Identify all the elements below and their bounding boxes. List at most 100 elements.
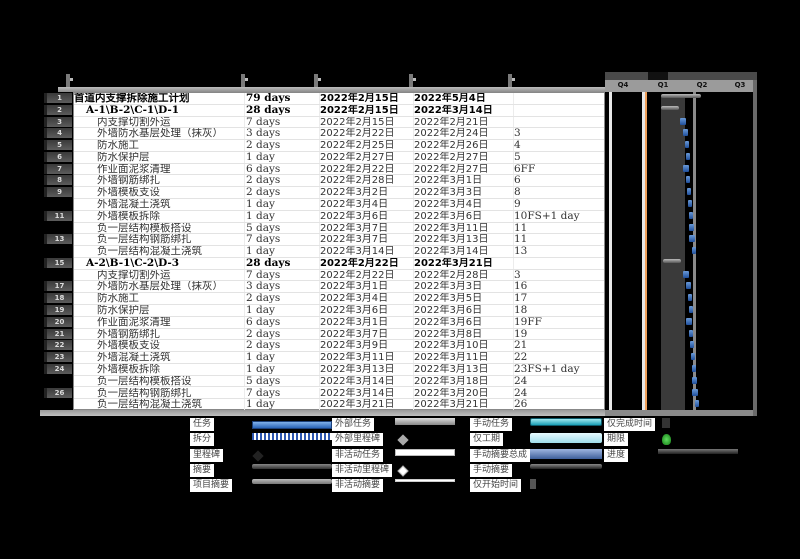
task-finish[interactable]: 2022年3月21日	[413, 257, 513, 269]
task-predecessors[interactable]: 3	[513, 269, 604, 281]
task-name[interactable]: 外墙混凝土浇筑	[97, 352, 171, 363]
task-finish[interactable]: 2022年2月27日	[413, 151, 513, 163]
task-predecessors[interactable]: 24	[513, 387, 604, 399]
task-row[interactable]: 外墙钢筋绑扎 2 days 2022年3月7日 2022年3月8日 19	[74, 328, 604, 341]
task-start[interactable]: 2022年2月22日	[319, 257, 413, 269]
task-start[interactable]: 2022年3月14日	[319, 387, 413, 399]
task-name[interactable]: 负一层结构钢筋绑扎	[97, 234, 192, 246]
task-row[interactable]: 外墙模板拆除 1 day 2022年3月6日 2022年3月6日 10FS+1 day	[74, 210, 604, 223]
task-start[interactable]: 2022年3月13日	[319, 363, 413, 375]
task-duration[interactable]: 5 days	[244, 222, 317, 234]
task-duration[interactable]: 1 day	[244, 352, 317, 363]
task-duration[interactable]: 3 days	[244, 128, 317, 140]
gantt-scrollbar[interactable]	[605, 410, 757, 416]
summary-bar[interactable]	[661, 106, 679, 110]
task-bar[interactable]	[683, 164, 689, 172]
task-name[interactable]: 内支撑切割外运	[97, 269, 171, 281]
task-name[interactable]: 作业面泥浆清理	[97, 163, 171, 175]
task-start[interactable]: 2022年3月7日	[319, 328, 413, 340]
task-finish[interactable]: 2022年3月8日	[413, 328, 513, 340]
task-start[interactable]: 2022年2月15日	[319, 116, 413, 128]
task-duration[interactable]: 6 days	[244, 163, 317, 175]
task-row[interactable]: 负一层结构混凝土浇筑 1 day 2022年3月14日 2022年3月14日 13	[74, 246, 604, 258]
task-row[interactable]: 负一层结构钢筋绑扎 7 days 2022年3月7日 2022年3月13日 11	[74, 234, 604, 247]
task-name[interactable]: 外墙防水基层处理（抹灰）	[97, 281, 223, 293]
task-finish[interactable]: 2022年3月20日	[413, 387, 513, 399]
task-bar[interactable]	[687, 294, 692, 302]
task-name[interactable]: 外墙模板拆除	[97, 210, 160, 222]
task-name[interactable]: A-2\B-1\C-2\D-3	[86, 257, 180, 269]
row-number[interactable]: 26	[44, 387, 72, 398]
task-duration[interactable]: 3 days	[244, 281, 317, 293]
row-number[interactable]: 5	[44, 140, 72, 151]
task-duration[interactable]: 1 day	[244, 246, 317, 257]
task-row[interactable]: 负一层结构模板搭设 5 days 2022年3月14日 2022年3月18日 24	[74, 375, 604, 388]
task-predecessors[interactable]: 6FF	[513, 163, 604, 175]
task-duration[interactable]: 1 day	[244, 199, 317, 210]
project-summary-bar[interactable]	[661, 94, 701, 98]
task-predecessors[interactable]: 11	[513, 234, 604, 246]
task-start[interactable]: 2022年3月14日	[319, 246, 413, 257]
row-number[interactable]	[44, 246, 72, 257]
task-bar[interactable]	[691, 364, 696, 372]
task-finish[interactable]: 2022年3月13日	[413, 363, 513, 375]
row-number[interactable]: 1	[44, 93, 72, 103]
task-predecessors[interactable]	[513, 93, 604, 104]
task-start[interactable]: 2022年3月6日	[319, 305, 413, 316]
row-number[interactable]: 15	[44, 257, 72, 268]
task-row[interactable]: 作业面泥浆清理 6 days 2022年2月22日 2022年2月27日 6FF	[74, 163, 604, 176]
row-number[interactable]: 18	[44, 293, 72, 304]
task-finish[interactable]: 2022年3月11日	[413, 352, 513, 363]
task-bar[interactable]	[688, 211, 693, 219]
task-duration[interactable]: 2 days	[244, 340, 317, 352]
row-number[interactable]: 17	[44, 281, 72, 292]
row-number[interactable]	[44, 222, 72, 233]
row-number[interactable]: 11	[44, 210, 72, 221]
column-header-duration[interactable]	[241, 74, 248, 88]
task-finish[interactable]: 2022年3月13日	[413, 234, 513, 246]
task-name[interactable]: 首道内支撑拆除施工计划	[74, 93, 190, 104]
task-start[interactable]: 2022年3月14日	[319, 375, 413, 387]
task-finish[interactable]: 2022年2月26日	[413, 140, 513, 151]
task-start[interactable]: 2022年2月28日	[319, 175, 413, 187]
task-duration[interactable]: 1 day	[244, 151, 317, 163]
task-name[interactable]: 防水保护层	[97, 305, 150, 316]
row-number[interactable]: 2	[44, 104, 72, 115]
task-predecessors[interactable]	[513, 257, 604, 269]
task-row[interactable]: 外墙混凝土浇筑 1 day 2022年3月4日 2022年3月4日 9	[74, 199, 604, 211]
task-duration[interactable]: 7 days	[244, 387, 317, 399]
row-number[interactable]: 7	[44, 163, 72, 174]
task-bar[interactable]	[686, 282, 691, 290]
task-finish[interactable]: 2022年2月28日	[413, 269, 513, 281]
task-bar[interactable]	[692, 247, 696, 255]
task-name[interactable]: 负一层结构钢筋绑扎	[97, 387, 192, 399]
task-bar[interactable]	[684, 141, 689, 149]
row-number[interactable]: 19	[44, 305, 72, 316]
task-duration[interactable]: 2 days	[244, 140, 317, 151]
task-finish[interactable]: 2022年3月14日	[413, 104, 513, 116]
row-number[interactable]	[44, 269, 72, 280]
task-finish[interactable]: 2022年3月3日	[413, 281, 513, 293]
task-start[interactable]: 2022年2月22日	[319, 128, 413, 140]
task-predecessors[interactable]: 23FS+1 day	[513, 363, 604, 375]
task-duration[interactable]: 7 days	[244, 116, 317, 128]
task-finish[interactable]: 2022年3月21日	[413, 399, 513, 411]
task-start[interactable]: 2022年3月6日	[319, 210, 413, 222]
task-predecessors[interactable]: 26	[513, 399, 604, 411]
column-header-predecessors[interactable]	[508, 74, 515, 88]
task-name[interactable]: 负一层结构模板搭设	[97, 375, 192, 387]
task-duration[interactable]: 7 days	[244, 269, 317, 281]
task-predecessors[interactable]: 13	[513, 246, 604, 257]
row-number[interactable]: 20	[44, 316, 72, 327]
row-number[interactable]: 13	[44, 234, 72, 245]
task-row[interactable]: 负一层结构钢筋绑扎 7 days 2022年3月14日 2022年3月20日 24	[74, 387, 604, 400]
task-row[interactable]: 外墙防水基层处理（抹灰） 3 days 2022年3月1日 2022年3月3日 16	[74, 281, 604, 294]
summary-bar[interactable]	[663, 259, 681, 263]
task-duration[interactable]: 2 days	[244, 293, 317, 305]
task-duration[interactable]: 7 days	[244, 234, 317, 246]
row-number[interactable]	[44, 399, 72, 410]
column-header-indicators[interactable]	[66, 74, 73, 88]
task-bar[interactable]	[683, 129, 688, 137]
task-start[interactable]: 2022年3月2日	[319, 187, 413, 198]
task-row[interactable]: 负一层结构模板搭设 5 days 2022年3月7日 2022年3月11日 11	[74, 222, 604, 235]
